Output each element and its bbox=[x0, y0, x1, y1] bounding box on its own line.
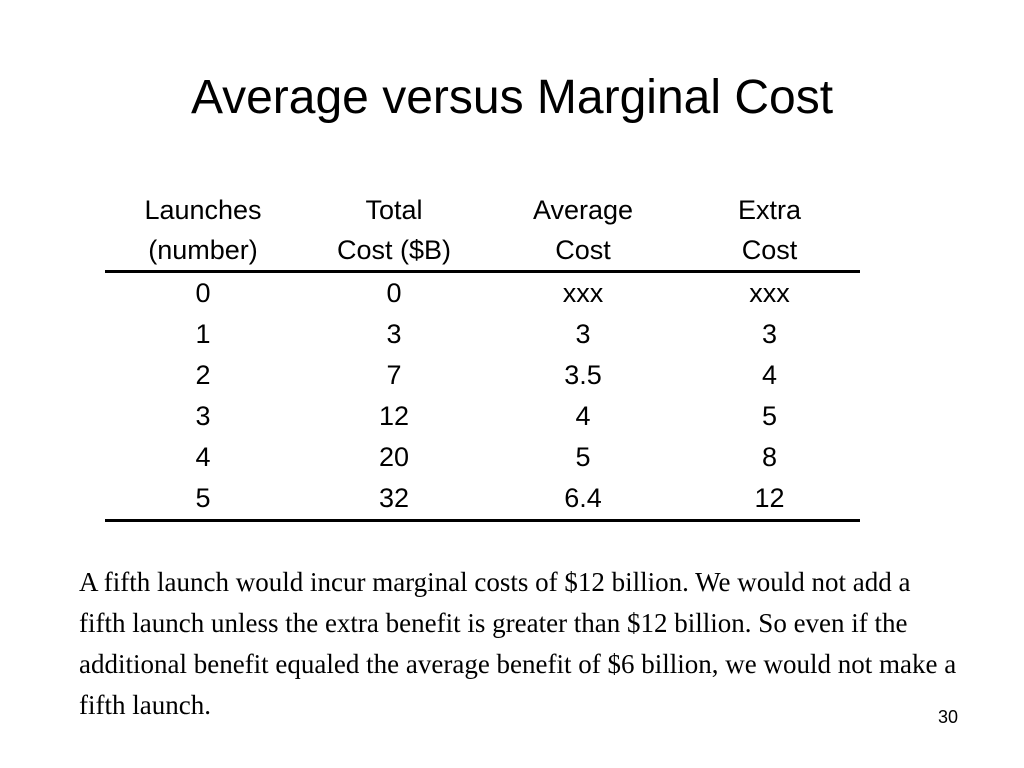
table-row: 2 7 3.5 4 bbox=[105, 355, 860, 396]
header-launches-sub: (number) bbox=[105, 230, 301, 273]
table-row: 4 20 5 8 bbox=[105, 437, 860, 478]
header-total-cost: Total bbox=[365, 195, 423, 225]
cell-total-cost: 20 bbox=[378, 442, 410, 472]
cell-extra-cost: 8 bbox=[761, 442, 778, 472]
cell-average-cost: 4 bbox=[575, 401, 591, 431]
cell-extra-cost: 3 bbox=[761, 319, 778, 349]
cell-average-cost: 3 bbox=[575, 319, 591, 349]
cost-table: Launches Total Average Extra (number) Co… bbox=[105, 190, 860, 522]
cell-launches: 5 bbox=[105, 478, 301, 522]
table-row: 3 12 4 5 bbox=[105, 396, 860, 437]
cost-table-container: Launches Total Average Extra (number) Co… bbox=[105, 190, 860, 522]
page-number: 30 bbox=[938, 707, 959, 727]
cell-launches: 4 bbox=[195, 442, 211, 472]
header-average-cost-sub: Cost bbox=[487, 230, 679, 273]
cell-launches: 0 bbox=[195, 278, 211, 308]
table-row: 0 0 xxx xxx bbox=[105, 272, 860, 315]
cell-total-cost: 12 bbox=[378, 401, 410, 431]
cell-average-cost: 6.4 bbox=[487, 478, 679, 522]
header-total-cost-sub: Cost ($B) bbox=[301, 230, 487, 273]
cell-extra-cost: 5 bbox=[761, 401, 778, 431]
header-extra-cost-sub: Cost bbox=[679, 230, 860, 273]
table-header-row: Launches Total Average Extra bbox=[105, 190, 860, 230]
header-launches: Launches bbox=[144, 195, 262, 225]
table-row: 5 32 6.4 12 bbox=[105, 478, 860, 522]
cell-total-cost: 7 bbox=[386, 360, 402, 390]
explanation-paragraph: A fifth launch would incur marginal cost… bbox=[79, 567, 957, 720]
cell-extra-cost: 4 bbox=[761, 360, 778, 390]
cell-launches: 1 bbox=[195, 319, 211, 349]
cell-extra-cost: xxx bbox=[749, 278, 790, 308]
header-extra-cost: Extra bbox=[737, 195, 802, 225]
header-average-cost: Average bbox=[532, 195, 634, 225]
slide-title: Average versus Marginal Cost bbox=[190, 71, 834, 124]
cell-launches: 2 bbox=[195, 360, 211, 390]
cell-total-cost: 0 bbox=[386, 278, 402, 308]
cell-average-cost: 3.5 bbox=[564, 360, 602, 390]
table-row: 1 3 3 3 bbox=[105, 314, 860, 355]
cell-average-cost: 5 bbox=[575, 442, 591, 472]
cell-extra-cost: 12 bbox=[679, 478, 860, 522]
cell-average-cost: xxx bbox=[562, 278, 604, 308]
cell-launches: 3 bbox=[195, 401, 211, 431]
table-header-row: (number) Cost ($B) Cost Cost bbox=[105, 230, 860, 273]
cell-total-cost: 32 bbox=[301, 478, 487, 522]
cell-total-cost: 3 bbox=[386, 319, 402, 349]
